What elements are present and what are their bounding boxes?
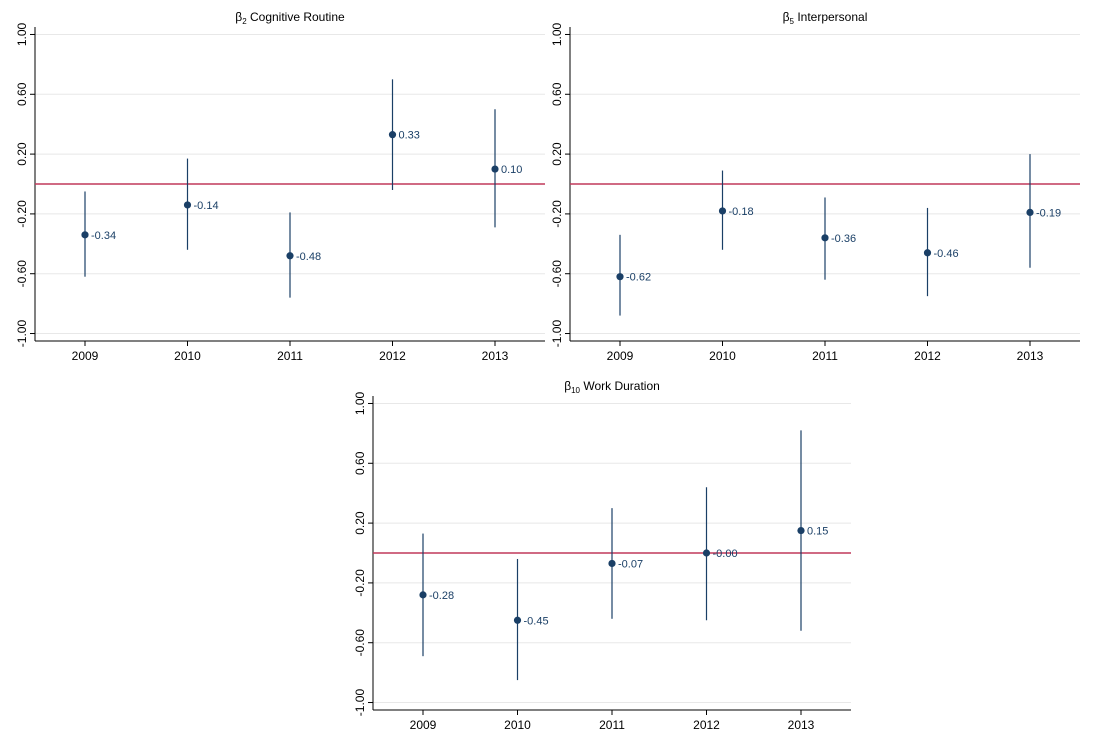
chart-panel-1: β2 Cognitive Routine 1.00 0.60 0.20 -0.20 -0.…: [15, 10, 545, 363]
data-label: -0.28: [429, 590, 454, 602]
y-tick-label: -0.60: [550, 260, 564, 288]
coefficient-point: [388, 131, 397, 139]
x-tick-label: 2010: [174, 349, 201, 363]
y-tick-label: 0.20: [550, 142, 564, 166]
x-tick-label: 2009: [72, 349, 99, 363]
y-tick-label: 0.20: [15, 142, 29, 166]
x-tick-label: 2012: [693, 718, 720, 729]
coefficient-point: [1026, 208, 1034, 217]
y-tick-label: 0.60: [550, 82, 564, 106]
data-label: 0.10: [501, 164, 522, 176]
coefficient-point: [286, 252, 294, 260]
chart-panel-3: β10 Work Duration 1.00 0.60 0.20 -0.20 -0.60 -…: [353, 379, 851, 729]
coefficient-point: [419, 591, 427, 599]
chart-title-text: Interpersonal: [794, 10, 867, 24]
coefficient-point: [183, 201, 192, 209]
chart-title-subscript: 2: [242, 17, 247, 26]
chart-title-symbol: β: [564, 379, 571, 393]
y-tick-label: 1.00: [15, 22, 29, 46]
y-tick-label: -0.20: [550, 200, 564, 228]
y-tick-label: -1.00: [353, 689, 367, 717]
chart-title-symbol: β: [235, 10, 242, 24]
x-tick-label: 2009: [410, 718, 437, 729]
coefficient-point: [608, 559, 616, 568]
data-label: -0.19: [1036, 207, 1061, 219]
y-tick-label: -0.20: [353, 569, 367, 597]
chart-title-subscript: 10: [571, 386, 580, 395]
data-label: 0.15: [807, 526, 828, 538]
x-tick-label: 2012: [379, 349, 406, 363]
y-tick-label: -1.00: [15, 320, 29, 348]
coefficient-point: [821, 234, 829, 242]
coefficient-point: [718, 207, 727, 215]
data-label: -0.18: [729, 206, 754, 218]
x-tick-label: 2012: [914, 349, 941, 363]
y-tick-label: 1.00: [550, 22, 564, 46]
chart-panel-2: β5 Interpersonal 1.00 0.60 0.20 -0.20 -0.60 -1…: [550, 10, 1080, 363]
data-label: -0.07: [618, 558, 643, 570]
chart-title: β10 Work Duration: [564, 379, 660, 395]
coefficient-point: [491, 165, 499, 173]
data-label: -0.45: [524, 615, 549, 627]
x-tick-label: 2010: [709, 349, 736, 363]
x-tick-label: 2010: [504, 718, 531, 729]
data-label: -0.36: [831, 233, 856, 245]
data-label: -0.14: [194, 200, 219, 212]
x-tick-label: 2011: [277, 349, 303, 363]
data-label: -0.46: [934, 248, 959, 260]
chart-title-subscript: 5: [790, 17, 795, 26]
chart-title-symbol: β: [783, 10, 790, 24]
y-tick-label: 0.60: [15, 82, 29, 106]
chart-title-text: Work Duration: [580, 379, 660, 393]
x-tick-label: 2013: [1017, 349, 1044, 363]
coefficient-point: [513, 616, 522, 624]
coefficient-point: [797, 526, 805, 535]
y-tick-label: 1.00: [353, 391, 367, 415]
y-tick-label: -0.60: [353, 629, 367, 657]
y-tick-label: 0.20: [353, 511, 367, 535]
coefficient-point: [702, 549, 711, 557]
x-tick-label: 2013: [482, 349, 509, 363]
chart-title: β2 Cognitive Routine: [235, 10, 345, 26]
coefficient-point: [923, 249, 932, 257]
coefficient-point: [616, 273, 624, 281]
chart-title-text: Cognitive Routine: [247, 10, 345, 24]
y-tick-label: -1.00: [550, 320, 564, 348]
x-tick-label: 2013: [788, 718, 815, 729]
data-label: -0.62: [626, 272, 651, 284]
data-label: -0.00: [713, 548, 738, 560]
data-label: 0.33: [399, 130, 420, 142]
y-tick-label: -0.20: [15, 200, 29, 228]
data-label: -0.48: [296, 251, 321, 263]
x-tick-label: 2011: [812, 349, 838, 363]
x-tick-label: 2009: [607, 349, 634, 363]
coefficient-point: [81, 231, 89, 239]
x-tick-label: 2011: [599, 718, 625, 729]
y-tick-label: -0.60: [15, 260, 29, 288]
y-tick-label: 0.60: [353, 451, 367, 475]
data-label: -0.34: [91, 230, 116, 242]
chart-title: β5 Interpersonal: [783, 10, 868, 26]
